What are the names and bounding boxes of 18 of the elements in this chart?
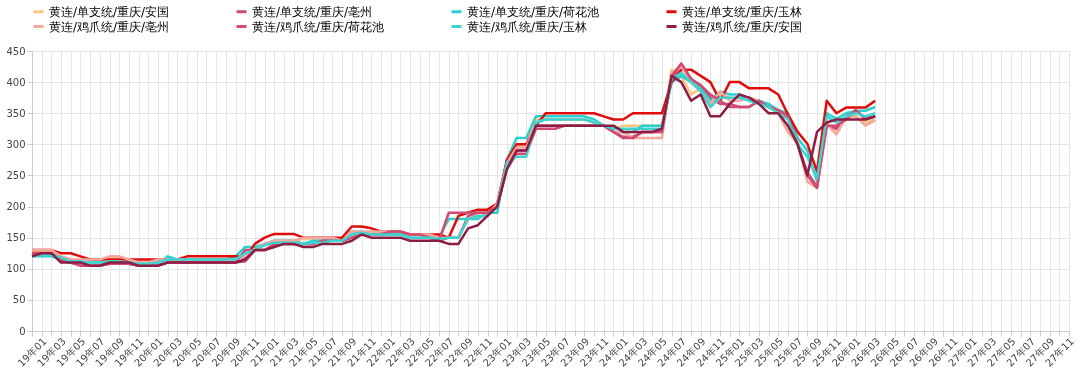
y-tick-label: 50: [12, 294, 26, 306]
legend-label: 黄连/鸡爪统/重庆/玉林: [467, 19, 588, 34]
legend-label: 黄连/鸡爪统/重庆/亳州: [49, 19, 170, 34]
legend-label: 黄连/鸡爪统/重庆/荷花池: [252, 19, 385, 34]
legend-label: 黄连/单支统/重庆/荷花池: [467, 4, 600, 19]
y-tick-label: 200: [6, 201, 26, 213]
legend-label: 黄连/单支统/重庆/安国: [49, 4, 170, 19]
legend-label: 黄连/单支统/重庆/玉林: [682, 4, 803, 19]
y-tick-label: 150: [6, 232, 26, 244]
legend-label: 黄连/单支统/重庆/亳州: [252, 4, 373, 19]
y-tick-label: 250: [6, 169, 26, 181]
y-tick-label: 0: [19, 325, 26, 337]
y-tick-label: 100: [6, 263, 26, 275]
legend-label: 黄连/鸡爪统/重庆/安国: [682, 19, 803, 34]
y-tick-label: 450: [6, 45, 26, 57]
y-tick-label: 300: [6, 138, 26, 150]
y-tick-label: 400: [6, 76, 26, 88]
y-tick-label: 350: [6, 107, 26, 119]
